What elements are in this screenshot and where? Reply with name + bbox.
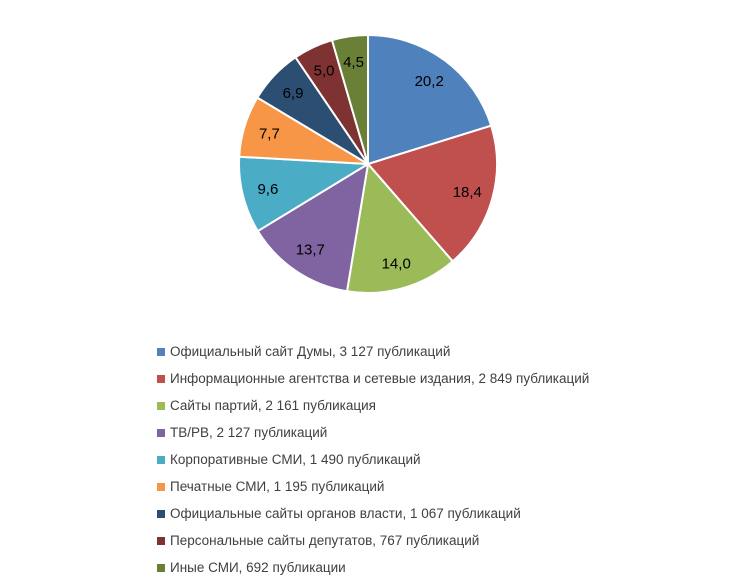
legend-item: Официальный сайт Думы, 3 127 публикаций bbox=[157, 338, 589, 365]
legend-label: Персональные сайты депутатов, 767 публик… bbox=[170, 533, 480, 548]
legend-item: Персональные сайты депутатов, 767 публик… bbox=[157, 527, 589, 554]
pie-chart: 20,2 18,4 14,0 13,7 9,6 7,7 6,9 5,0 4,5 bbox=[238, 34, 498, 294]
legend-marker bbox=[157, 401, 165, 410]
pie-slice bbox=[367, 34, 493, 165]
slice-value-label: 4,5 bbox=[343, 54, 364, 71]
legend-marker bbox=[157, 428, 165, 437]
slice-value-label: 14,0 bbox=[382, 255, 411, 272]
slice-value-label: 7,7 bbox=[259, 126, 280, 143]
pie-slice bbox=[346, 163, 454, 294]
legend-marker bbox=[157, 509, 165, 518]
legend-item: Корпоративные СМИ, 1 490 публикаций bbox=[157, 446, 589, 473]
legend-item: Иные СМИ, 692 публикации bbox=[157, 554, 589, 581]
slice-value-label: 13,7 bbox=[296, 242, 325, 259]
legend-label: Официальные сайты органов власти, 1 067 … bbox=[170, 506, 521, 521]
pie-slice bbox=[367, 124, 498, 263]
pie-slice bbox=[331, 34, 369, 165]
slice-value-label: 6,9 bbox=[283, 85, 304, 102]
legend-item: Официальные сайты органов власти, 1 067 … bbox=[157, 500, 589, 527]
legend-label: ТВ/РВ, 2 127 публикаций bbox=[170, 425, 328, 440]
legend-marker bbox=[157, 563, 165, 572]
pie-slice bbox=[238, 155, 369, 233]
legend-marker bbox=[157, 482, 165, 491]
legend-item: Сайты партий, 2 161 публикация bbox=[157, 392, 589, 419]
legend-item: Печатные СМИ, 1 195 публикаций bbox=[157, 473, 589, 500]
legend-label: Печатные СМИ, 1 195 публикаций bbox=[170, 479, 385, 494]
slice-value-label: 20,2 bbox=[415, 73, 444, 90]
legend-item: Информационные агентства и сетевые издан… bbox=[157, 365, 589, 392]
legend-label: Корпоративные СМИ, 1 490 публикаций bbox=[170, 452, 421, 467]
legend-item: ТВ/РВ, 2 127 публикаций bbox=[157, 419, 589, 446]
legend-label: Информационные агентства и сетевые издан… bbox=[170, 371, 590, 386]
slice-value-label: 9,6 bbox=[257, 181, 278, 198]
pie-slice bbox=[256, 163, 369, 293]
legend: Официальный сайт Думы, 3 127 публикаций … bbox=[157, 338, 589, 581]
legend-label: Официальный сайт Думы, 3 127 публикаций bbox=[170, 344, 451, 359]
slice-value-label: 5,0 bbox=[314, 63, 335, 80]
legend-marker bbox=[157, 374, 165, 383]
legend-label: Иные СМИ, 692 публикации bbox=[170, 560, 346, 575]
legend-label: Сайты партий, 2 161 публикация bbox=[170, 398, 376, 413]
slice-value-label: 18,4 bbox=[453, 184, 482, 201]
legend-marker bbox=[157, 455, 165, 464]
legend-marker bbox=[157, 347, 165, 356]
legend-marker bbox=[157, 536, 165, 545]
